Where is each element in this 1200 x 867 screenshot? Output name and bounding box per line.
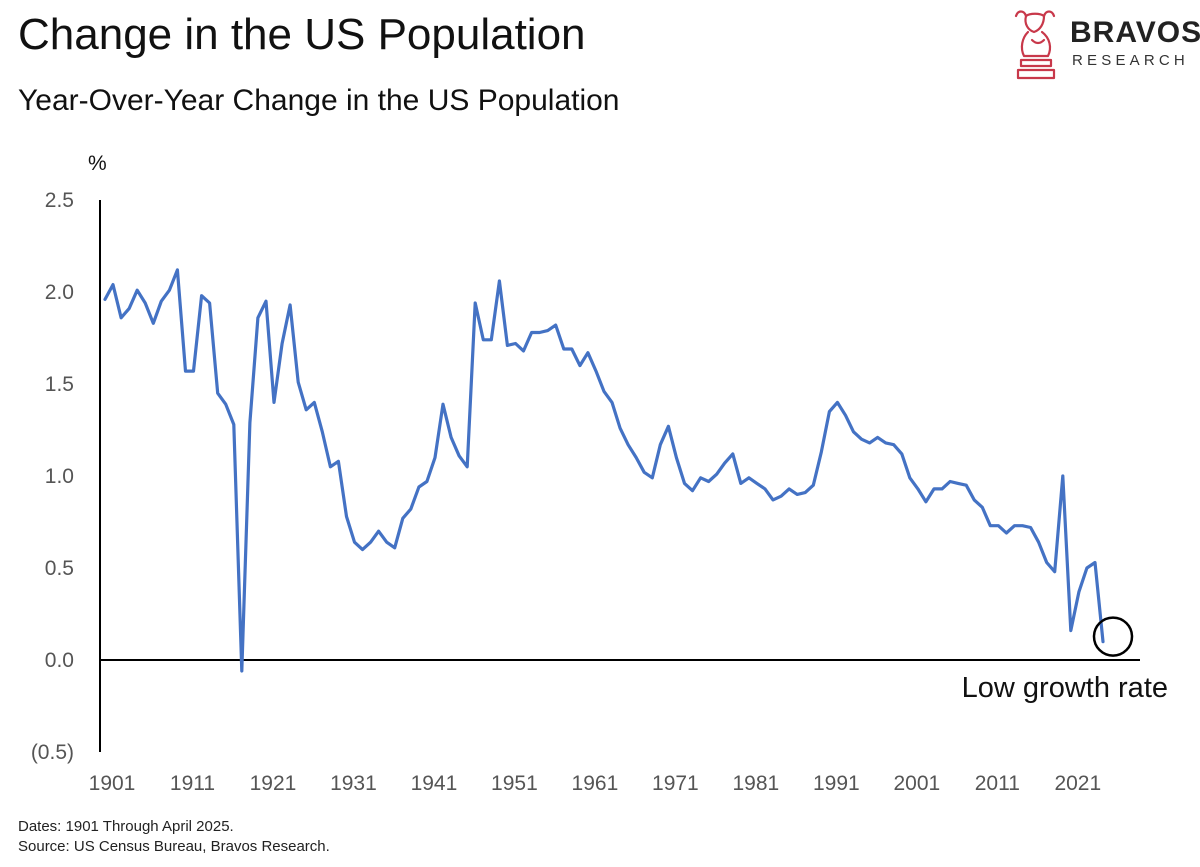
brand-logo: BRAVOS RESEARCH (1006, 4, 1200, 84)
annotation-circle (1092, 616, 1134, 657)
annotation-label: Low growth rate (962, 672, 1168, 704)
y-tick-label: 1.5 (45, 373, 74, 396)
x-tick-label: 1971 (652, 772, 699, 795)
x-tick-label: 1961 (572, 772, 619, 795)
x-tick-label: 1941 (411, 772, 458, 795)
x-tick-label: 1901 (89, 772, 136, 795)
y-tick-label: 1.0 (45, 465, 74, 488)
brand-name: BRAVOS (1070, 16, 1200, 49)
x-tick-label: 1911 (170, 772, 215, 795)
axes (99, 200, 1140, 752)
x-tick-label: 1991 (813, 772, 860, 795)
brand-subtitle: RESEARCH (1072, 52, 1189, 69)
x-tick-label: 2011 (975, 772, 1020, 795)
x-tick-label: 1921 (250, 772, 297, 795)
bull-chess-knight-icon (1014, 10, 1056, 80)
y-tick-label: 0.0 (45, 649, 74, 672)
series-line (103, 268, 1105, 673)
x-tick-label: 2001 (893, 772, 940, 795)
x-tick-label: 1931 (330, 772, 377, 795)
chart-title: Change in the US Population (18, 10, 586, 59)
annotation: Low growth rate (962, 616, 1168, 704)
y-tick-label: 2.0 (45, 281, 74, 304)
footnote-source: Source: US Census Bureau, Bravos Researc… (18, 838, 330, 855)
x-tick-label: 1951 (491, 772, 538, 795)
y-unit-label: % (88, 152, 107, 175)
chart-subtitle: Year-Over-Year Change in the US Populati… (18, 84, 620, 117)
footnote-dates: Dates: 1901 Through April 2025. (18, 818, 234, 835)
x-tick-label: 1981 (733, 772, 780, 795)
tick-labels: % 2.5 2.0 1.5 1.0 0.5 0.0 (0.5) 1901 1911 1921 1931… (31, 152, 1101, 795)
y-tick-label: (0.5) (31, 741, 74, 764)
y-tick-label: 0.5 (45, 557, 74, 580)
y-tick-label: 2.5 (45, 189, 74, 212)
series (103, 268, 1105, 673)
x-tick-label: 2021 (1054, 772, 1101, 795)
